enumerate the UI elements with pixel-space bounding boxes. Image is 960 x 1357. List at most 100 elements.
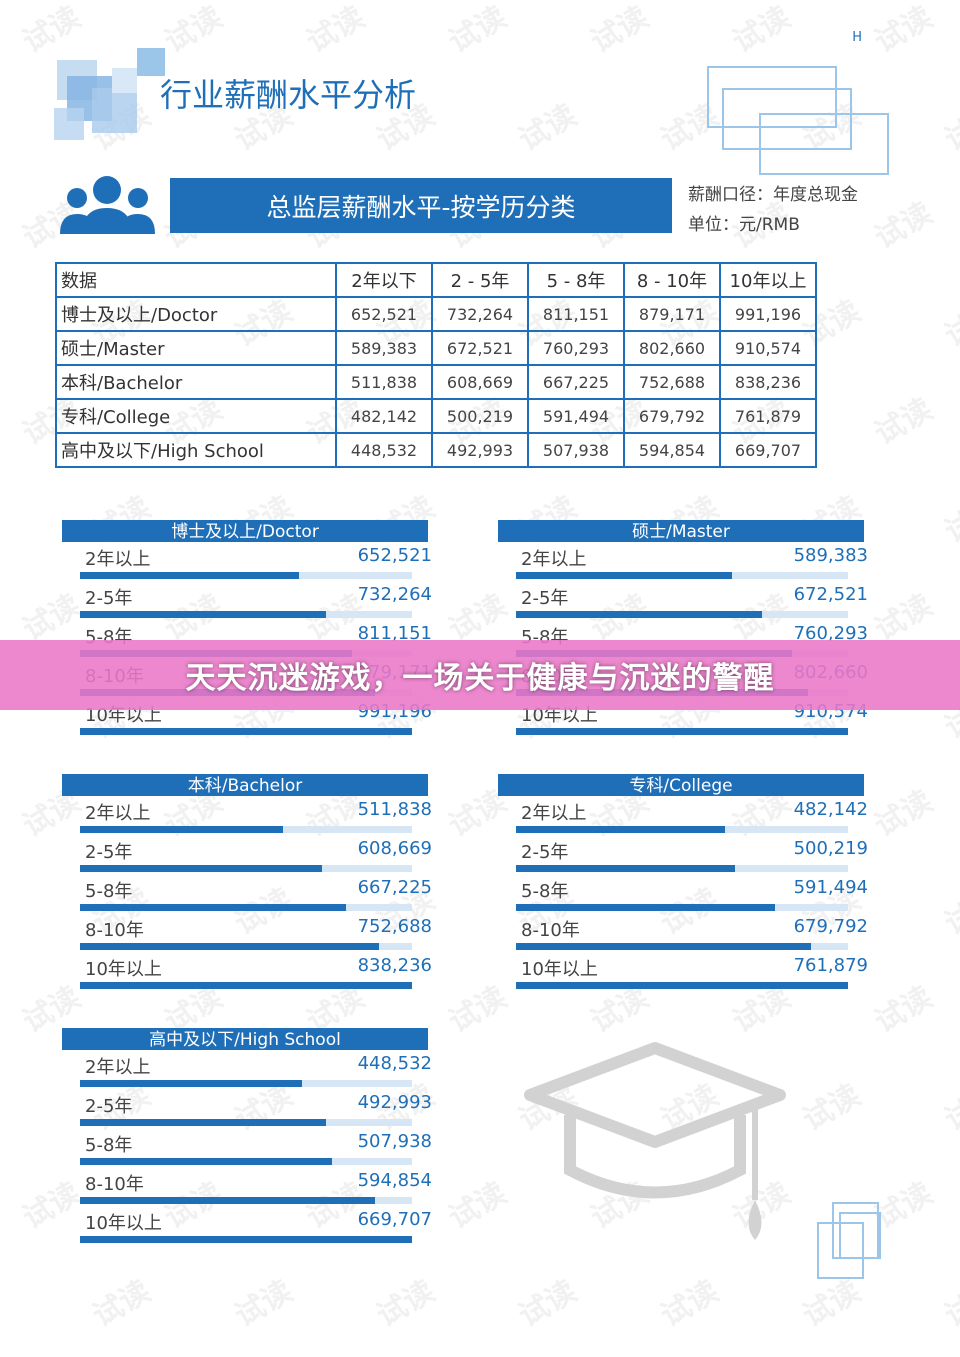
card-college: 专科/College 2年以上 482,142 2-5年 500,219 5-8年 591,… xyxy=(498,774,886,991)
decorative-squares xyxy=(54,48,165,140)
list-item: 5-8年 667,225 xyxy=(80,874,450,913)
item-label: 5-8年 xyxy=(521,881,569,902)
item-value: 672,521 xyxy=(793,584,868,605)
salary-table: 数据 2年以下 2 - 5年 5 - 8年 8 - 10年 10年以上 博士及以… xyxy=(55,262,817,468)
progress-track xyxy=(80,1119,412,1126)
list-item: 10年以上 669,707 xyxy=(80,1206,450,1245)
card-title: 专科/College xyxy=(498,774,864,796)
item-label: 2年以上 xyxy=(85,549,151,570)
table-cell: 专科/College xyxy=(55,398,337,434)
watermark-text: 试读 xyxy=(17,587,87,649)
list-item: 2-5年 732,264 xyxy=(80,581,450,620)
table-cell: 608,669 xyxy=(431,364,529,400)
table-cell: 838,236 xyxy=(719,364,817,400)
progress-track xyxy=(80,1236,412,1243)
table-cell: 672,521 xyxy=(431,330,529,366)
progress-fill xyxy=(516,572,732,579)
watermark-text: 试读 xyxy=(443,1175,513,1237)
watermark-text: 试读 xyxy=(371,1273,441,1335)
progress-track xyxy=(516,826,848,833)
table-cell: 669,707 xyxy=(719,432,817,468)
list-item: 2-5年 500,219 xyxy=(516,835,886,874)
table-cell: 589,383 xyxy=(335,330,433,366)
progress-fill xyxy=(516,728,848,735)
progress-track xyxy=(80,904,412,911)
item-label: 2-5年 xyxy=(521,842,569,863)
watermark-text: 试读 xyxy=(939,881,960,943)
watermark-text: 试读 xyxy=(939,97,960,159)
table-cell: 507,938 xyxy=(527,432,625,468)
progress-track xyxy=(80,1080,412,1087)
item-label: 10年以上 xyxy=(521,959,598,980)
table-cell: 本科/Bachelor xyxy=(55,364,337,400)
item-value: 669,707 xyxy=(357,1209,432,1230)
item-label: 2年以上 xyxy=(521,549,587,570)
card-title: 博士及以上/Doctor xyxy=(62,520,428,542)
watermark-text: 试读 xyxy=(655,1273,725,1335)
table-cell: 652,521 xyxy=(335,296,433,332)
item-label: 8-10年 xyxy=(85,1174,144,1195)
list-item: 2-5年 608,669 xyxy=(80,835,450,874)
table-header-cell: 数据 xyxy=(55,262,337,298)
table-cell: 591,494 xyxy=(527,398,625,434)
watermark-text: 试读 xyxy=(513,97,583,159)
table-cell: 硕士/Master xyxy=(55,330,337,366)
progress-fill xyxy=(516,982,848,989)
watermark-text: 试读 xyxy=(301,0,371,61)
progress-fill xyxy=(80,1197,376,1204)
list-item: 8-10年 752,688 xyxy=(80,913,450,952)
item-value: 838,236 xyxy=(357,955,432,976)
watermark-text: 试读 xyxy=(869,195,939,257)
list-item: 2年以上 482,142 xyxy=(516,796,886,835)
table-header-cell: 2年以下 xyxy=(335,262,433,298)
watermark-text: 试读 xyxy=(229,1273,299,1335)
item-value: 667,225 xyxy=(357,877,432,898)
table-cell: 492,993 xyxy=(431,432,529,468)
item-value: 591,494 xyxy=(793,877,868,898)
item-label: 2-5年 xyxy=(85,588,133,609)
item-label: 10年以上 xyxy=(85,1213,162,1234)
progress-fill xyxy=(80,982,412,989)
progress-fill xyxy=(80,1158,333,1165)
item-label: 5-8年 xyxy=(85,881,133,902)
item-label: 5-8年 xyxy=(85,1135,133,1156)
table-cell: 博士及以上/Doctor xyxy=(55,296,337,332)
table-header-cell: 10年以上 xyxy=(719,262,817,298)
table-cell: 879,171 xyxy=(623,296,721,332)
item-label: 2年以上 xyxy=(521,803,587,824)
table-cell: 448,532 xyxy=(335,432,433,468)
item-value: 679,792 xyxy=(793,916,868,937)
table-cell: 500,219 xyxy=(431,398,529,434)
watermark-text: 试读 xyxy=(443,979,513,1041)
progress-track xyxy=(516,611,848,618)
table-cell: 761,879 xyxy=(719,398,817,434)
progress-fill xyxy=(80,572,300,579)
list-item: 2年以上 511,838 xyxy=(80,796,450,835)
table-header-row: 数据 2年以下 2 - 5年 5 - 8年 8 - 10年 10年以上 xyxy=(55,262,817,298)
item-value: 760,293 xyxy=(793,623,868,644)
list-item: 8-10年 679,792 xyxy=(516,913,886,952)
table-row: 硕士/Master 589,383 672,521 760,293 802,66… xyxy=(55,330,817,366)
card-bachelor: 本科/Bachelor 2年以上 511,838 2-5年 608,669 5-8年 667… xyxy=(62,774,450,991)
table-cell: 991,196 xyxy=(719,296,817,332)
item-label: 2年以上 xyxy=(85,803,151,824)
progress-track xyxy=(516,865,848,872)
progress-fill xyxy=(80,904,346,911)
table-cell: 760,293 xyxy=(527,330,625,366)
list-item: 2-5年 672,521 xyxy=(516,581,886,620)
table-row: 博士及以上/Doctor 652,521 732,264 811,151 879… xyxy=(55,296,817,332)
progress-track xyxy=(80,865,412,872)
table-row: 本科/Bachelor 511,838 608,669 667,225 752,… xyxy=(55,364,817,400)
table-cell: 高中及以下/High School xyxy=(55,432,337,468)
progress-track xyxy=(80,943,412,950)
table-header-cell: 2 - 5年 xyxy=(431,262,529,298)
table-cell: 732,264 xyxy=(431,296,529,332)
watermark-text: 试读 xyxy=(939,1077,960,1139)
watermark-text: 试读 xyxy=(939,1273,960,1335)
list-item: 5-8年 591,494 xyxy=(516,874,886,913)
unit-note: 单位：元/RMB xyxy=(688,215,800,235)
card-title: 本科/Bachelor xyxy=(62,774,428,796)
table-cell: 482,142 xyxy=(335,398,433,434)
progress-fill xyxy=(80,1080,303,1087)
list-item: 10年以上 838,236 xyxy=(80,952,450,991)
